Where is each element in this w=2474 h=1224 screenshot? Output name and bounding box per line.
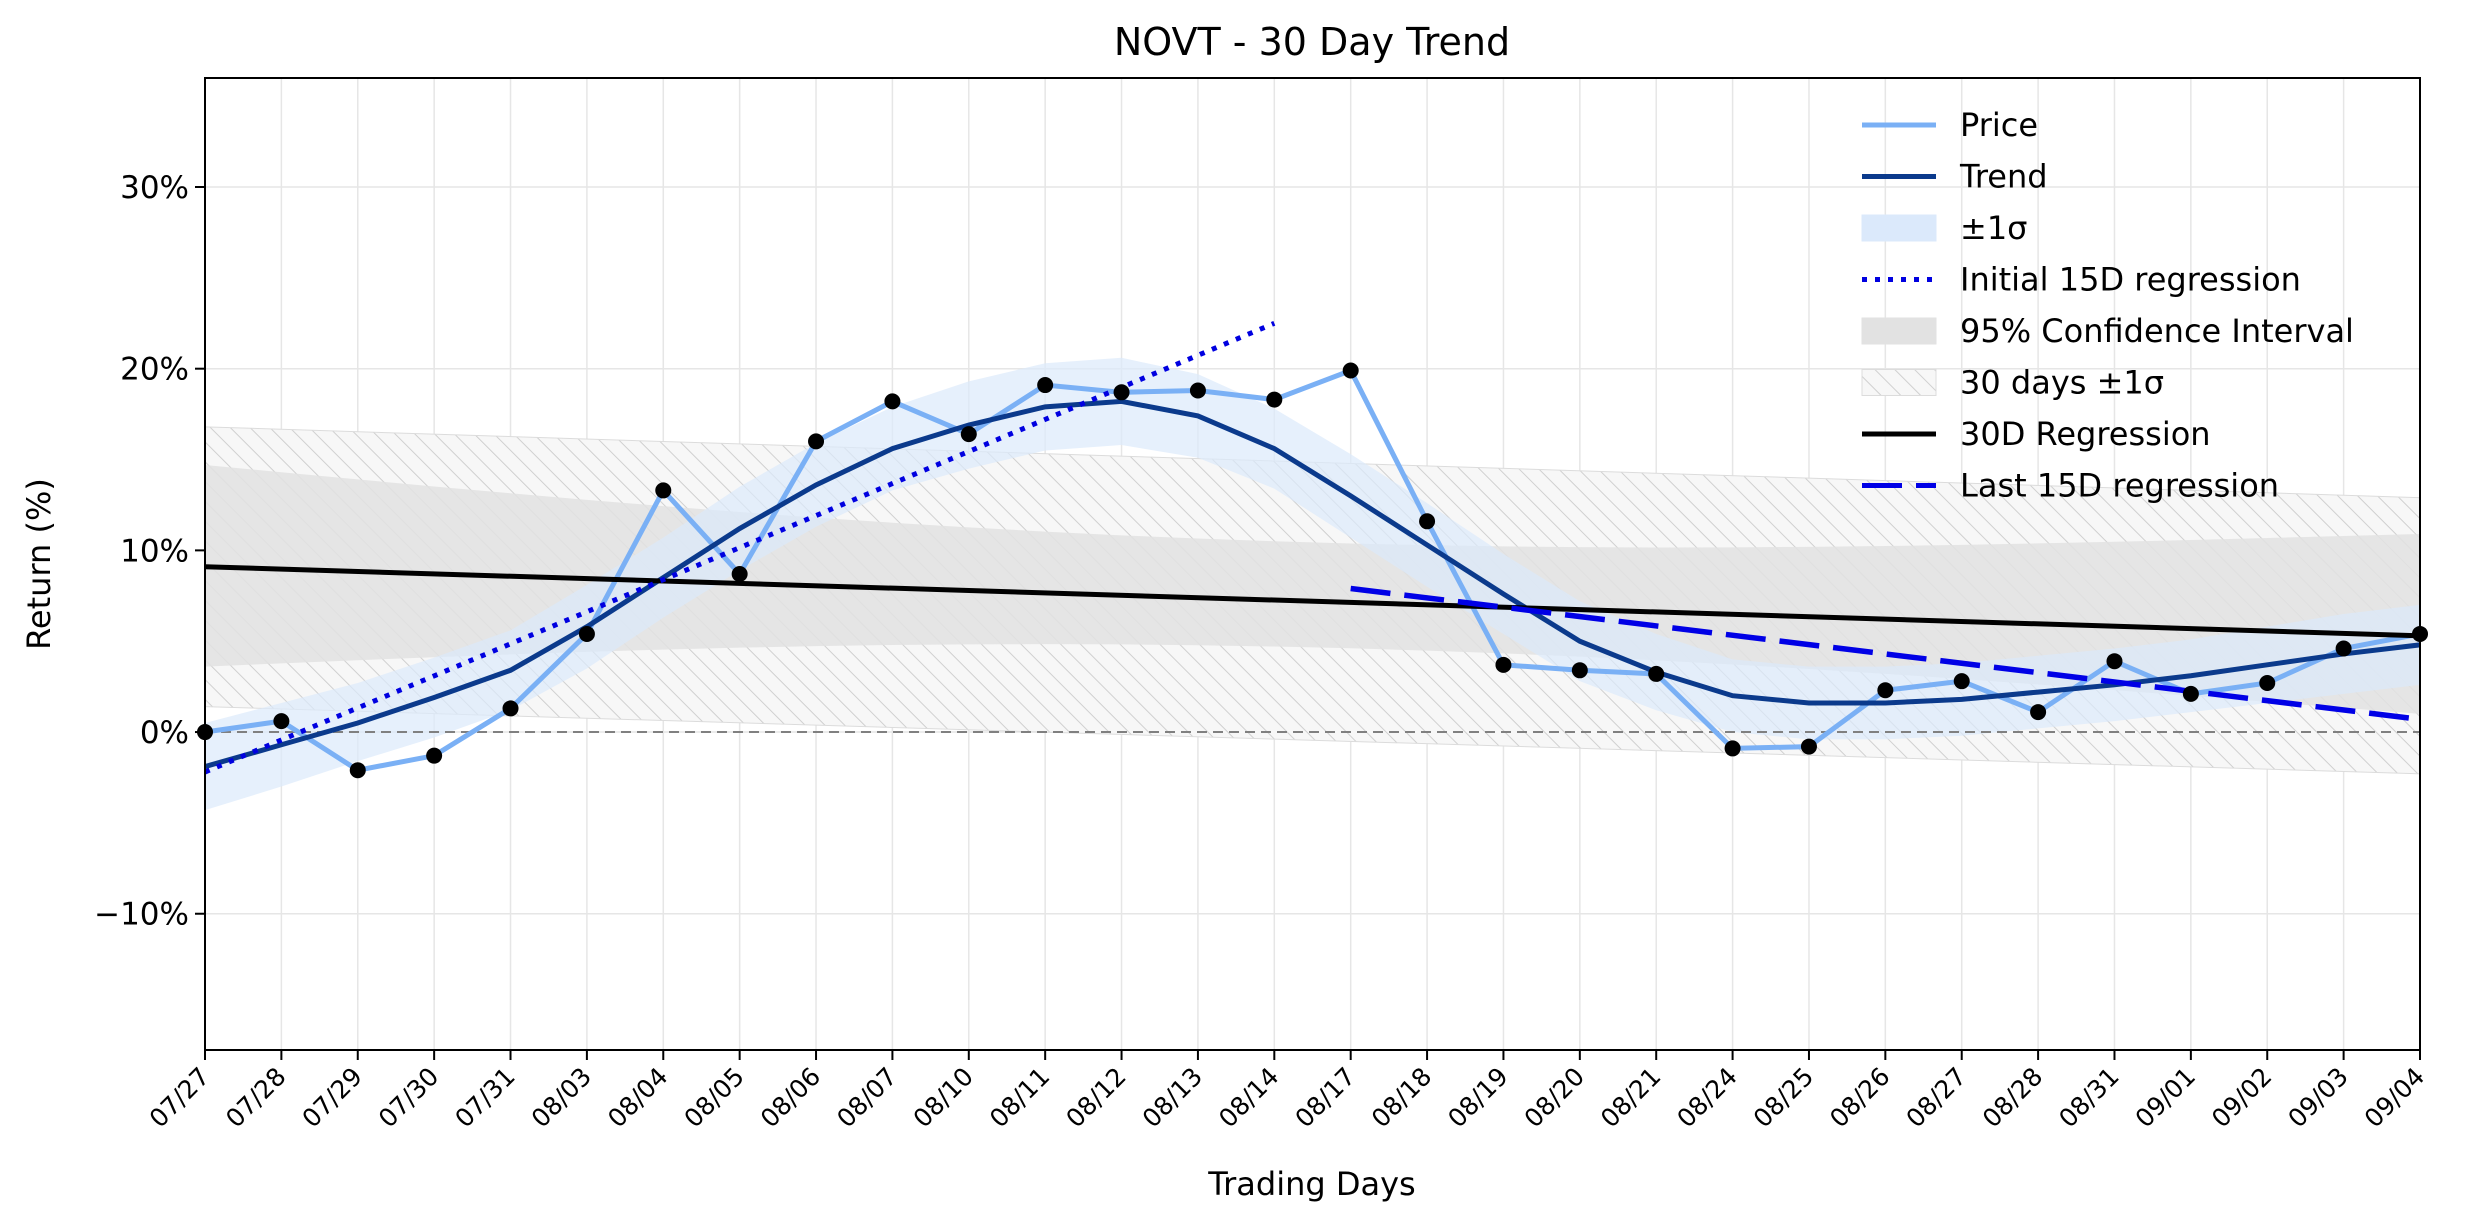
legend-item: Trend: [1862, 158, 2048, 196]
price-point: [1037, 377, 1054, 394]
price-point: [2106, 653, 2123, 670]
x-tick-label: 07/28: [220, 1062, 291, 1133]
x-tick-label: 07/31: [449, 1062, 520, 1133]
y-tick-label: 30%: [120, 170, 189, 206]
price-point: [2182, 685, 2199, 702]
price-point: [349, 762, 366, 779]
legend-item: Price: [1862, 106, 2038, 144]
x-tick-label: 07/29: [297, 1062, 368, 1133]
legend-item: 30D Regression: [1862, 415, 2211, 453]
price-point: [1648, 665, 1665, 682]
price-point: [273, 713, 290, 730]
legend-item: ±1σ: [1861, 209, 2027, 247]
price-line: [205, 367, 2420, 773]
x-tick-label: 09/04: [2359, 1062, 2430, 1133]
x-tick-label: 08/10: [908, 1062, 979, 1133]
x-tick-label: 08/28: [1977, 1062, 2048, 1133]
x-tick-label: 08/26: [1824, 1062, 1895, 1133]
x-tick-label: 08/03: [526, 1062, 597, 1133]
x-tick-label: 08/31: [2053, 1062, 2124, 1133]
regression-30d-line: [205, 564, 2420, 639]
series-lines: [205, 320, 2420, 775]
legend-label: 30 days ±1σ: [1960, 364, 2164, 402]
price-point: [2259, 675, 2276, 692]
x-tick-label: 08/04: [602, 1062, 673, 1133]
y-tick-label: −10%: [94, 897, 189, 933]
x-tick-label: 09/03: [2282, 1062, 2353, 1133]
legend-item: Last 15D regression: [1862, 467, 2279, 505]
legend-swatch: [1861, 214, 1937, 242]
price-point: [731, 565, 748, 582]
x-tick-label: 08/07: [831, 1062, 902, 1133]
price-point: [1113, 384, 1130, 401]
price-point: [884, 393, 901, 410]
price-point: [1571, 662, 1588, 679]
x-tick-label: 08/20: [1519, 1062, 1590, 1133]
legend-swatch: [1861, 369, 1937, 396]
x-tick-label: 08/21: [1595, 1062, 1666, 1133]
price-markers: [197, 362, 2428, 779]
x-tick-label: 08/18: [1366, 1062, 1437, 1133]
legend: Price Trend ±1σ Initial 15D regression 95% C…: [1861, 106, 2354, 505]
price-point: [655, 482, 672, 499]
x-tick-label: 08/25: [1748, 1062, 1819, 1133]
legend-label: Initial 15D regression: [1960, 261, 2301, 299]
price-point: [426, 747, 443, 764]
initial-15d-regression-line: [205, 320, 1276, 775]
legend-label: ±1σ: [1960, 209, 2027, 247]
price-point: [1724, 740, 1741, 757]
legend-item: Initial 15D regression: [1862, 261, 2301, 299]
x-tick-label: 08/17: [1289, 1062, 1360, 1133]
price-point: [2335, 640, 2352, 657]
y-tick-label: 20%: [120, 352, 189, 388]
price-point: [960, 426, 977, 443]
legend-label: Trend: [1959, 158, 2048, 196]
x-tick-label: 08/05: [678, 1062, 749, 1133]
x-tick-label: 08/24: [1671, 1062, 1742, 1133]
legend-label: 95% Confidence Interval: [1960, 312, 2354, 350]
legend-swatch: [1861, 317, 1937, 345]
x-tick-label: 08/11: [984, 1062, 1055, 1133]
sigma-band: [205, 357, 2420, 811]
legend-label: Last 15D regression: [1960, 467, 2279, 505]
price-point: [2030, 704, 2047, 721]
x-tick-label: 09/01: [2130, 1062, 2201, 1133]
x-tick-label: 07/27: [144, 1062, 215, 1133]
chart-title: NOVT - 30 Day Trend: [1114, 20, 1510, 64]
last-15d-regression-line: [1350, 585, 2420, 723]
x-tick-label: 08/13: [1137, 1062, 1208, 1133]
x-tick-label: 08/12: [1060, 1062, 1131, 1133]
x-tick-label: 08/06: [755, 1062, 826, 1133]
legend-label: 30D Regression: [1960, 415, 2211, 453]
y-tick-label: 0%: [140, 715, 189, 751]
price-point: [1342, 362, 1359, 379]
price-point: [1419, 513, 1436, 530]
legend-item: 95% Confidence Interval: [1861, 312, 2354, 350]
price-point: [1495, 656, 1512, 673]
price-point: [1266, 391, 1283, 408]
x-tick-label: 09/02: [2206, 1062, 2277, 1133]
price-point: [502, 700, 519, 717]
legend-item: 30 days ±1σ: [1861, 364, 2164, 402]
plot-frame: [204, 77, 2421, 1051]
x-tick-label: 08/19: [1442, 1062, 1513, 1133]
x-tick-label: 07/30: [373, 1062, 444, 1133]
price-point: [1800, 738, 1817, 755]
trend-line: [205, 398, 2420, 769]
price-point: [1953, 673, 1970, 690]
price-point: [578, 625, 595, 642]
x-tick-label: 08/27: [1901, 1062, 1972, 1133]
x-tick-label: 08/14: [1213, 1062, 1284, 1133]
y-axis-label: Return (%): [20, 478, 58, 650]
price-point: [808, 433, 825, 450]
price-point: [1189, 382, 1206, 399]
price-point: [1877, 682, 1894, 699]
y-tick-label: 10%: [120, 533, 189, 569]
x-axis-label: Trading Days: [1207, 1165, 1415, 1203]
legend-label: Price: [1960, 106, 2038, 144]
